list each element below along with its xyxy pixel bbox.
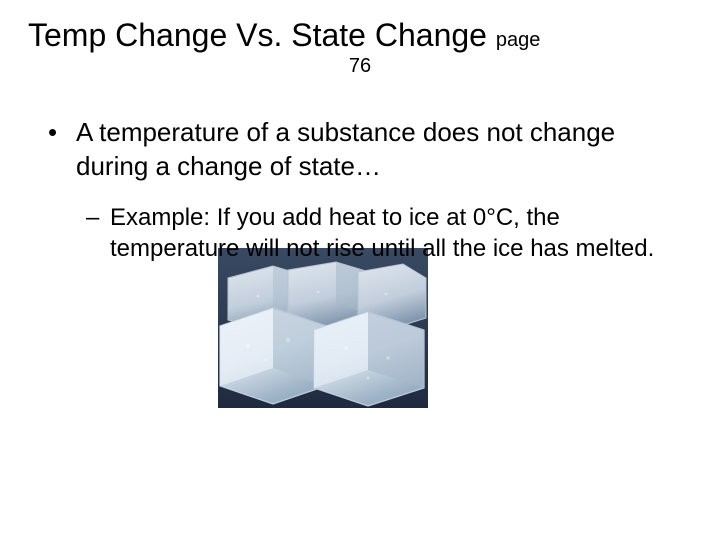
bullet-1-text: A temperature of a substance does not ch… (76, 117, 615, 181)
ice-cubes-photo (218, 248, 428, 408)
title-page-label: page (496, 29, 541, 51)
title-page-number: 76 (28, 55, 692, 78)
bullet-2-text: Example: If you add heat to ice at 0°C, … (110, 204, 654, 262)
bullet-level-2: Example: If you add heat to ice at 0°C, … (28, 202, 692, 264)
slide-title: Temp Change Vs. State Change page (28, 18, 692, 53)
bullet-level-1: A temperature of a substance does not ch… (28, 116, 692, 184)
title-main: Temp Change Vs. State Change (28, 17, 487, 53)
slide-body: Temp Change Vs. State Change page 76 A t… (0, 0, 720, 540)
